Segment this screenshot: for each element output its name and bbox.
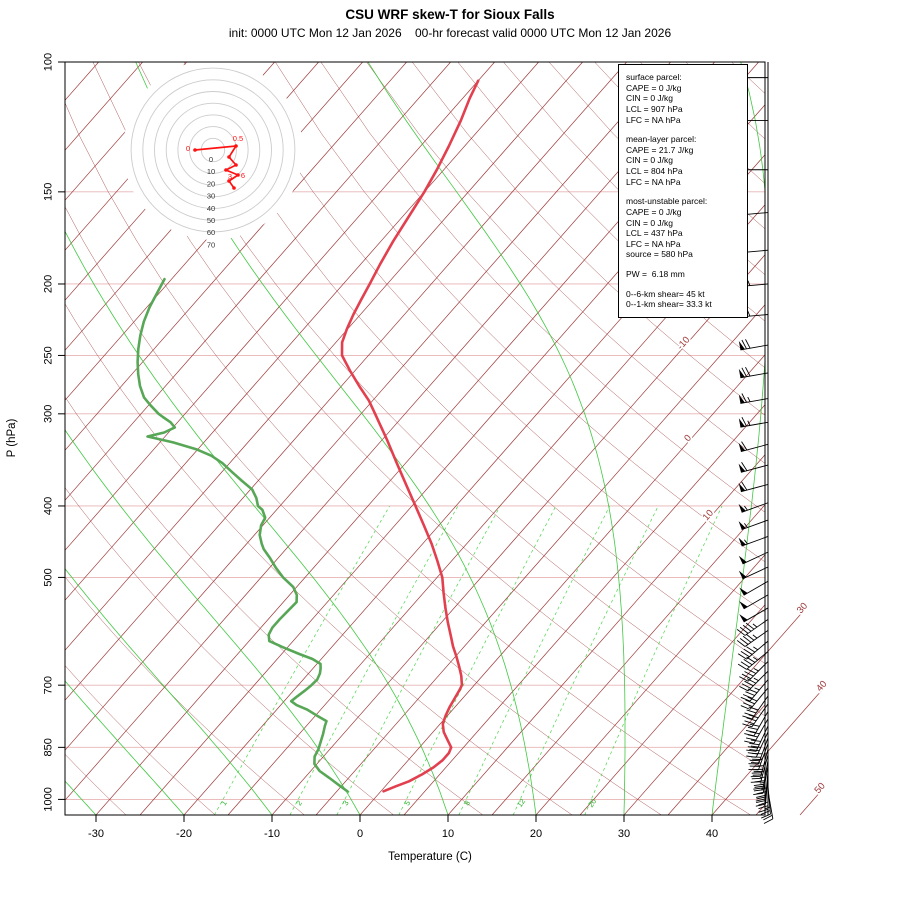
- info-spacer: [626, 125, 740, 134]
- chart-header: CSU WRF skew-T for Sioux Falls init: 000…: [0, 7, 900, 40]
- svg-text:700: 700: [43, 676, 55, 694]
- info-line: LFC = NA hPa: [626, 114, 681, 125]
- parcel-info-box: surface parcel: CAPE = 0 J/kg CIN = 0 J/kg…: [618, 64, 748, 318]
- info-line: CAPE = 0 J/kg: [626, 206, 682, 217]
- svg-text:40: 40: [207, 204, 215, 213]
- info-line: CIN = 0 J/kg: [626, 155, 674, 166]
- svg-text:200: 200: [43, 275, 55, 293]
- svg-text:12: 12: [515, 797, 527, 809]
- svg-text:Temperature (C): Temperature (C): [388, 851, 472, 863]
- svg-text:10: 10: [442, 828, 454, 840]
- info-line: LFC = NA hPa: [626, 176, 681, 187]
- svg-text:10: 10: [701, 508, 716, 523]
- info-line: source = 580 hPa: [626, 249, 693, 260]
- svg-text:0: 0: [682, 433, 694, 444]
- svg-text:8: 8: [462, 799, 472, 808]
- info-line: CIN = 0 J/kg: [626, 93, 674, 104]
- svg-text:30: 30: [618, 828, 630, 840]
- svg-text:850: 850: [43, 738, 55, 756]
- svg-text:-10: -10: [675, 335, 692, 353]
- svg-text:50: 50: [207, 216, 215, 225]
- svg-text:20: 20: [586, 797, 598, 809]
- svg-text:0: 0: [209, 155, 213, 164]
- svg-text:10: 10: [207, 167, 215, 176]
- svg-text:250: 250: [43, 346, 55, 364]
- svg-text:60: 60: [207, 228, 215, 237]
- svg-text:0: 0: [357, 828, 363, 840]
- svg-text:5: 5: [403, 799, 413, 808]
- svg-text:50: 50: [812, 781, 827, 796]
- info-line: mean-layer parcel:: [626, 134, 697, 145]
- svg-text:40: 40: [706, 828, 718, 840]
- info-line: LCL = 804 hPa: [626, 166, 683, 176]
- svg-text:30: 30: [207, 192, 215, 201]
- svg-text:6: 6: [241, 171, 245, 180]
- svg-text:40: 40: [814, 679, 829, 694]
- svg-text:3: 3: [341, 799, 351, 808]
- svg-text:P (hPa): P (hPa): [6, 418, 18, 457]
- svg-text:1: 1: [219, 799, 229, 808]
- chart-title: CSU WRF skew-T for Sioux Falls: [345, 7, 555, 22]
- info-spacer: [626, 280, 740, 289]
- svg-text:100: 100: [43, 53, 55, 71]
- svg-text:0.5: 0.5: [233, 134, 243, 143]
- svg-text:3: 3: [228, 172, 232, 181]
- svg-text:400: 400: [43, 497, 55, 515]
- svg-text:-30: -30: [88, 828, 104, 840]
- svg-text:150: 150: [43, 183, 55, 201]
- svg-text:2: 2: [294, 799, 304, 808]
- svg-text:-20: -20: [176, 828, 192, 840]
- info-line: LFC = NA hPa: [626, 238, 681, 249]
- info-line: most-unstable parcel:: [626, 196, 708, 207]
- svg-text:20: 20: [530, 828, 542, 840]
- svg-text:1000: 1000: [43, 787, 55, 811]
- info-line: CAPE = 0 J/kg: [626, 82, 682, 93]
- svg-text:70: 70: [207, 240, 215, 249]
- svg-text:20: 20: [207, 179, 215, 188]
- info-line: LCL = 437 hPa: [626, 228, 683, 239]
- svg-text:-10: -10: [264, 828, 280, 840]
- info-spacer: [626, 187, 740, 196]
- info-line: CIN = 0 J/kg: [626, 217, 674, 228]
- info-line: 0--6-km shear= 45 kt: [626, 288, 705, 299]
- svg-text:300: 300: [43, 405, 55, 423]
- info-spacer: [626, 260, 740, 269]
- svg-text:0: 0: [186, 144, 190, 153]
- svg-text:30: 30: [795, 601, 810, 616]
- svg-text:500: 500: [43, 568, 55, 586]
- info-line: PW = 6.18 mm: [626, 269, 685, 279]
- info-line: 0--1-km shear= 33.3 kt: [626, 299, 712, 310]
- chart-subtitle: init: 0000 UTC Mon 12 Jan 2026 00-hr for…: [228, 26, 672, 40]
- info-line: LCL = 907 hPa: [626, 103, 683, 114]
- info-line: surface parcel:: [626, 72, 682, 82]
- info-line: CAPE = 21.7 J/kg: [626, 144, 694, 155]
